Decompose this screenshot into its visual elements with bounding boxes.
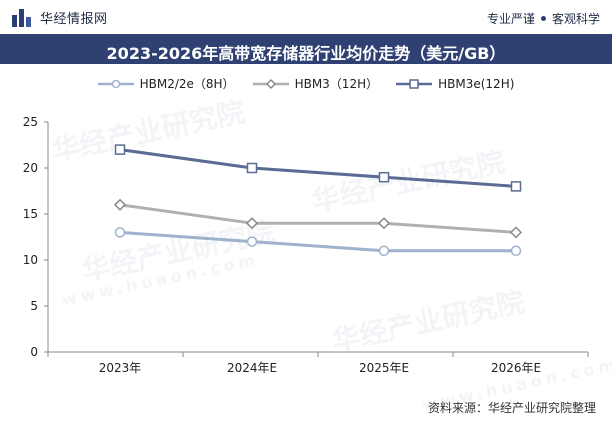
top-bar: 华经情报网 专业严谨 客观科学 (0, 0, 612, 35)
legend-item-series-2: HBM3（12H） (252, 75, 379, 92)
legend-item-series-3: HBM3e(12H) (396, 75, 514, 92)
brand: 华经情报网 (12, 8, 108, 27)
legend-label-series-1: HBM2/2e（8H） (139, 77, 235, 91)
legend-item-series-1: HBM2/2e（8H） (97, 75, 235, 92)
tagline-text-1: 专业严谨 (486, 12, 535, 26)
data-point (377, 217, 391, 230)
data-point (510, 245, 522, 257)
data-point (246, 236, 258, 247)
data-point (509, 226, 523, 239)
line-chart: 0 5 10 15 20 25 2023年 2024年E 2025年E 2026年E (0, 64, 612, 394)
legend-label-series-2: HBM3（12H） (294, 77, 379, 91)
legend-swatch-square-icon (396, 78, 433, 90)
data-point (246, 162, 258, 174)
y-tick-label: 25 (23, 115, 38, 129)
x-tick-label: 2023年 (99, 361, 142, 375)
data-point (245, 217, 259, 230)
tagline-text-2: 客观科学 (551, 12, 600, 26)
data-point (113, 198, 127, 211)
x-tick-label: 2024年E (227, 361, 277, 375)
chart-title: 2023-2026年高带宽存储器行业均价走势（美元/GB） (106, 44, 506, 63)
y-tick-label: 15 (23, 207, 38, 221)
data-point (378, 171, 390, 183)
y-tick-label: 10 (23, 253, 38, 267)
legend-swatch-circle-icon (97, 78, 134, 90)
data-point (378, 245, 390, 257)
y-tick-label: 0 (30, 345, 38, 359)
series-line-3 (119, 148, 517, 188)
x-tick-label: 2026年E (491, 361, 541, 375)
data-point (510, 181, 522, 192)
tagline: 专业严谨 客观科学 (487, 10, 600, 27)
legend-label-series-3: HBM3e(12H) (438, 76, 515, 91)
data-point (114, 227, 126, 238)
source-note: 资料来源：华经产业研究院整理 (427, 401, 596, 415)
chart-svg: 0 5 10 15 20 25 2023年 2024年E 2025年E 2026年E (23, 115, 589, 375)
title-bar: 2023-2026年高带宽存储器行业均价走势（美元/GB） (0, 34, 612, 64)
brand-name: 华经情报网 (40, 12, 108, 27)
y-tick-label: 5 (30, 299, 38, 313)
data-point (114, 144, 126, 155)
brand-logo-icon (12, 8, 32, 27)
x-tick-label: 2025年E (359, 361, 409, 375)
series-line-1 (119, 230, 516, 253)
y-tick-label: 20 (23, 161, 38, 175)
series-line-2 (119, 203, 517, 234)
dot-separator-icon (540, 16, 546, 21)
legend-swatch-diamond-icon (252, 78, 289, 90)
legend: HBM2/2e（8H） HBM3（12H） HBM3e(12H) (0, 75, 612, 92)
